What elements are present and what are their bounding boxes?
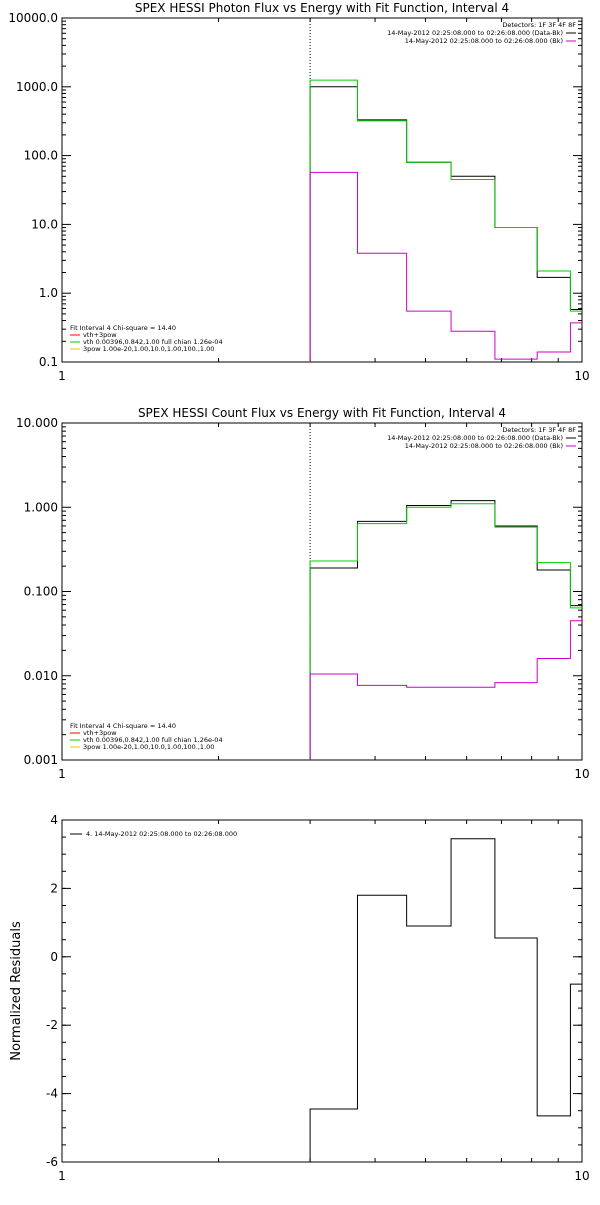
x-tick-label: 1 — [58, 767, 66, 781]
plot-frame — [61, 422, 583, 761]
y-tick-label: 0.010 — [24, 669, 58, 683]
chart-panel-3: -6 -4 -2 0 2 4 1 10 Normalized Residuals 4. 14-Ma… — [9, 813, 590, 1183]
y-tick-label: 1000.0 — [16, 80, 58, 94]
series-line-2 — [309, 79, 582, 362]
y-tick-label: 0.100 — [24, 585, 58, 599]
y-tick-label: 1.0 — [39, 286, 58, 300]
series-line-1 — [309, 86, 582, 362]
plot-frame — [61, 17, 583, 363]
x-tick-label: 1 — [58, 369, 66, 383]
y-tick-label: 0.1 — [39, 355, 58, 369]
y-tick-label: 10000.0 — [8, 11, 58, 25]
fit-legend-label: vth+3pow — [83, 331, 117, 339]
y-tick-label: -6 — [46, 1155, 58, 1169]
fit-legend-header: Fit Interval 4 Chi-square = 14.40 — [70, 722, 176, 730]
fit-legend-label: vth 0.00396,0.842,1.00 full chian 1.26e-… — [83, 338, 223, 346]
legend-entry-label: 14-May-2012 02:25:08.000 to 02:26:08.000… — [405, 37, 563, 45]
series-line-2 — [309, 503, 582, 760]
y-tick-label: 0.001 — [24, 753, 58, 767]
fit-legend-header: Fit Interval 4 Chi-square = 14.40 — [70, 324, 176, 332]
fit-legend-label: vth+3pow — [83, 729, 117, 737]
legend-header: Detectors: 1F 3F 4F 8F — [502, 426, 576, 434]
chart-panel-1: SPEX HESSI Photon Flux vs Energy with Fi… — [8, 1, 589, 383]
y-tick-label: -4 — [46, 1087, 58, 1101]
y-tick-label: 2 — [50, 881, 58, 895]
y-tick-label: -2 — [46, 1018, 58, 1032]
fit-legend-label: 3pow 1.00e-20,1.00,10.0,1.00,100.,1.00 — [83, 345, 214, 353]
legend-entry-label: 14-May-2012 02:25:08.000 to 02:26:08.000… — [387, 434, 563, 442]
y-tick-label: 100.0 — [24, 149, 58, 163]
y-tick-label: 1.000 — [24, 500, 58, 514]
y-axis-label: Normalized Residuals — [9, 921, 24, 1061]
x-tick-label: 10 — [574, 767, 589, 781]
fit-legend-label: vth 0.00396,0.842,1.00 full chian 1.26e-… — [83, 736, 223, 744]
y-tick-label: 10.000 — [16, 416, 58, 430]
plot-frame — [61, 819, 583, 1163]
series-line-1 — [309, 838, 582, 1162]
legend-entry-label: 4. 14-May-2012 02:25:08.000 to 02:26:08.… — [86, 830, 237, 838]
chart-panel-2: SPEX HESSI Count Flux vs Energy with Fit… — [16, 406, 590, 781]
series-line-3 — [309, 620, 582, 760]
legend-entry-label: 14-May-2012 02:25:08.000 to 02:26:08.000… — [405, 442, 563, 450]
chart-title: SPEX HESSI Photon Flux vs Energy with Fi… — [135, 1, 509, 15]
fit-legend-label: 3pow 1.00e-20,1.00,10.0,1.00,100.,1.00 — [83, 743, 214, 751]
chart-title: SPEX HESSI Count Flux vs Energy with Fit… — [138, 406, 506, 420]
x-tick-label: 10 — [574, 1169, 589, 1183]
y-tick-label: 10.0 — [31, 217, 58, 231]
legend-entry-label: 14-May-2012 02:25:08.000 to 02:26:08.000… — [387, 29, 563, 37]
y-tick-label: 0 — [50, 950, 58, 964]
x-tick-label: 10 — [574, 369, 589, 383]
legend-header: Detectors: 1F 3F 4F 8F — [502, 21, 576, 29]
series-line-3 — [309, 171, 582, 362]
y-tick-label: 4 — [50, 813, 58, 827]
x-tick-label: 1 — [58, 1169, 66, 1183]
series-line-1 — [309, 500, 582, 760]
